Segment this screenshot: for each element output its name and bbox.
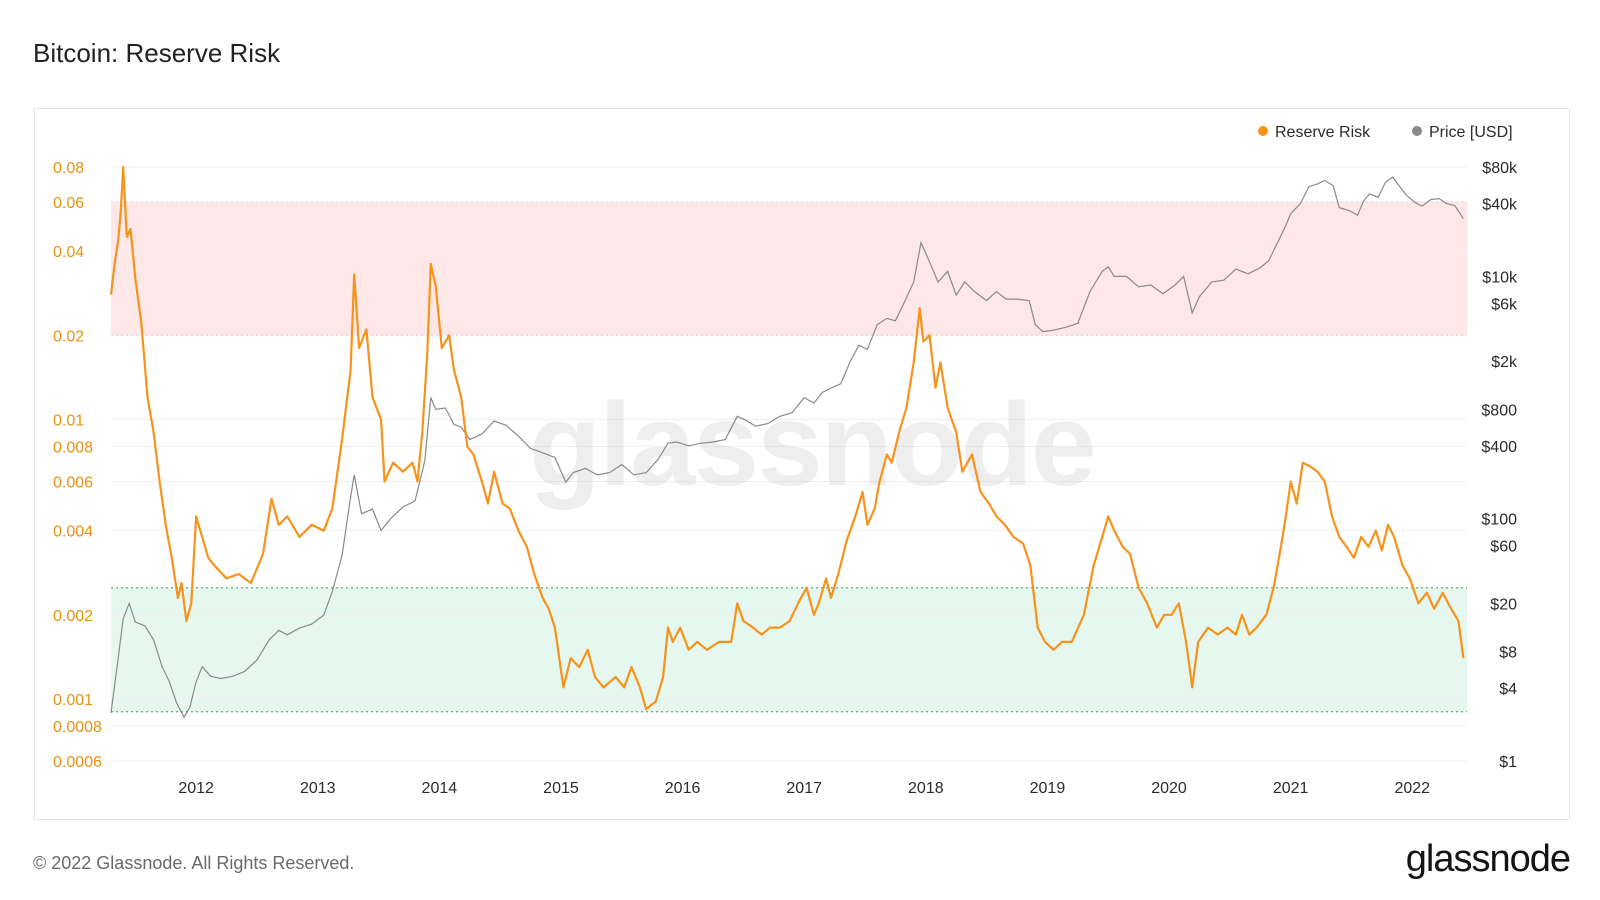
- left-tick-label: 0.0008: [53, 719, 102, 736]
- chart-panel: glassnode 0.08 0.06 0.04 0.02 0.01 0.008 0.006…: [34, 108, 1570, 820]
- watermark-text: glassnode: [529, 379, 1095, 511]
- reserve-risk-series-line: [109, 165, 1465, 711]
- right-tick-label: $100: [1481, 512, 1517, 529]
- right-tick-label: $2k: [1491, 354, 1518, 371]
- brand-logo[interactable]: glassnode: [1405, 838, 1571, 880]
- legend-label-price: Price [USD]: [1429, 124, 1513, 141]
- price-series-line: [110, 176, 1464, 719]
- legend-label-reserve-risk: Reserve Risk: [1275, 124, 1371, 141]
- right-tick-label: $60: [1490, 539, 1517, 556]
- left-tick-label: 0.001: [53, 692, 93, 709]
- x-tick-label: 2015: [543, 780, 579, 797]
- right-tick-label: $1: [1499, 754, 1517, 771]
- reserve-risk-chart: glassnode 0.08 0.06 0.04 0.02 0.01 0.008 0.006…: [53, 124, 1518, 797]
- red-zone-band: [111, 201, 1467, 336]
- left-tick-label: 0.08: [53, 160, 84, 177]
- left-tick-label: 0.008: [53, 440, 93, 457]
- x-tick-label: 2013: [300, 780, 336, 797]
- x-tick-label: 2017: [786, 780, 822, 797]
- price-legend-dot: [1412, 126, 1422, 136]
- zone-bands: [111, 201, 1467, 713]
- right-axis-ticks: $80k $40k $10k $6k $2k $800 $400 $100 $60 $20 $8 $4…: [1481, 160, 1518, 771]
- right-tick-label: $4: [1499, 681, 1517, 698]
- right-tick-label: $10k: [1482, 269, 1518, 286]
- x-tick-label: 2012: [178, 780, 214, 797]
- copyright-text: © 2022 Glassnode. All Rights Reserved.: [33, 853, 355, 873]
- x-tick-label: 2014: [422, 780, 458, 797]
- right-tick-label: $80k: [1482, 160, 1518, 177]
- x-tick-label: 2020: [1151, 780, 1187, 797]
- left-tick-label: 0.04: [53, 244, 84, 261]
- left-tick-label: 0.002: [53, 608, 93, 625]
- left-tick-label: 0.01: [53, 412, 84, 429]
- x-tick-label: 2021: [1273, 780, 1309, 797]
- right-tick-label: $800: [1481, 402, 1517, 419]
- left-tick-label: 0.06: [53, 195, 84, 212]
- x-tick-label: 2019: [1030, 780, 1066, 797]
- green-zone-band: [111, 587, 1467, 712]
- left-tick-label: 0.004: [53, 524, 93, 541]
- legend-item-reserve-risk[interactable]: Reserve Risk: [1258, 124, 1371, 141]
- right-tick-label: $40k: [1482, 196, 1518, 213]
- legend-item-price[interactable]: Price [USD]: [1412, 124, 1513, 141]
- x-tick-label: 2018: [908, 780, 944, 797]
- right-tick-label: $20: [1490, 596, 1517, 613]
- right-tick-label: $6k: [1491, 296, 1518, 313]
- page-title: Bitcoin: Reserve Risk: [33, 38, 281, 68]
- left-tick-label: 0.0006: [53, 754, 102, 771]
- right-tick-label: $400: [1481, 439, 1517, 456]
- left-tick-label: 0.02: [53, 328, 84, 345]
- x-axis-ticks: 2012 2013 2014 2015 2016 2017 2018 2019 2020 2021…: [178, 780, 1430, 797]
- left-tick-label: 0.006: [53, 474, 93, 491]
- x-tick-label: 2016: [665, 780, 701, 797]
- legend[interactable]: Reserve Risk Price [USD]: [1258, 124, 1513, 141]
- right-tick-label: $8: [1499, 645, 1517, 662]
- left-axis-ticks: 0.08 0.06 0.04 0.02 0.01 0.008 0.006 0.004 0.002…: [53, 160, 102, 771]
- reserve-risk-legend-dot: [1258, 126, 1268, 136]
- x-tick-label: 2022: [1394, 780, 1430, 797]
